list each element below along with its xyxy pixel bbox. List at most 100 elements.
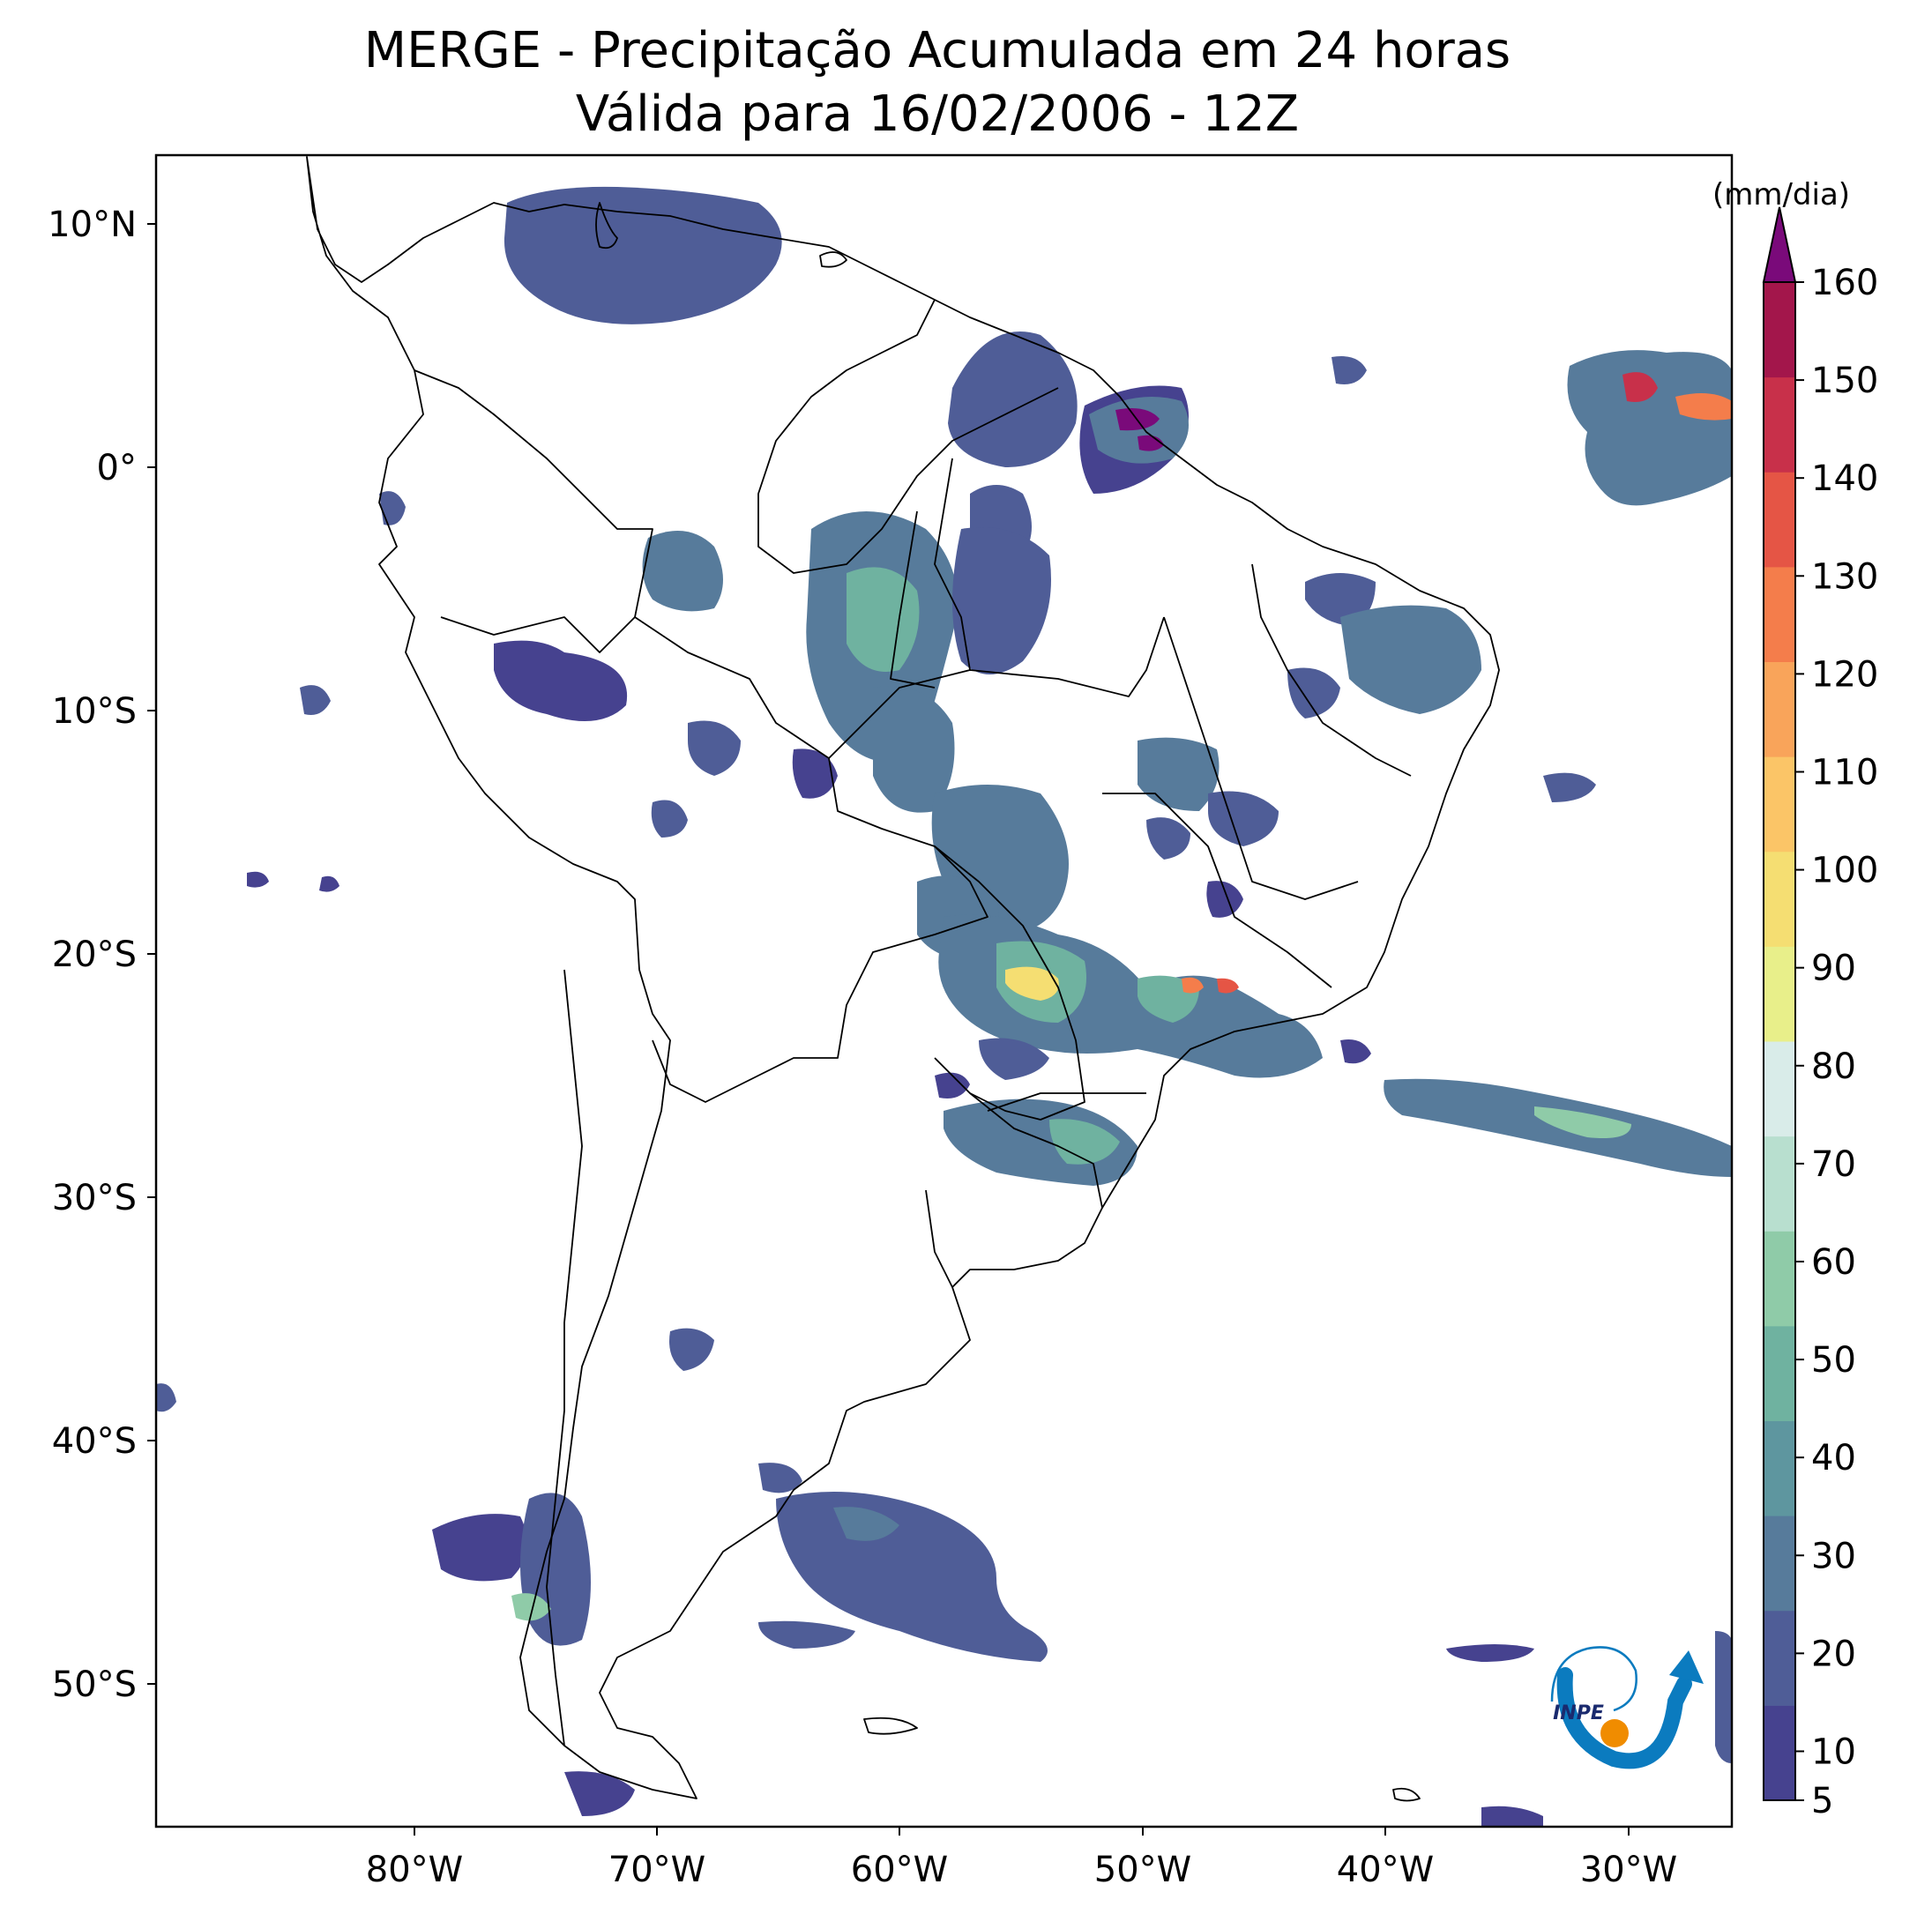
y-tick-label: 10°N <box>48 205 137 245</box>
colorbar-tick-label: 90 <box>1811 949 1856 989</box>
precip-area <box>1146 817 1190 860</box>
colorbar-tick-label: 100 <box>1811 851 1878 891</box>
colorbar-bin <box>1764 1420 1795 1516</box>
country-border <box>925 1189 953 1288</box>
precip-area <box>669 1328 714 1371</box>
y-tick-label: 50°S <box>52 1665 137 1705</box>
map-frame <box>154 153 1734 1828</box>
colorbar-bin <box>1764 1041 1795 1137</box>
coastline-island <box>863 1717 918 1735</box>
y-tick-label: 10°S <box>52 691 137 732</box>
colorbar-bin <box>1764 756 1795 853</box>
precip-area <box>1715 1631 1732 1763</box>
precip-area <box>952 527 1051 674</box>
state-border <box>1163 616 1359 900</box>
precipitation-layer <box>156 186 1732 1827</box>
precip-area <box>520 1493 591 1646</box>
precip-area <box>156 1383 176 1412</box>
precip-area <box>758 1463 802 1493</box>
coastline-island <box>595 202 618 249</box>
colorbar-tick-label: 70 <box>1811 1144 1856 1185</box>
y-axis: 10°N 0° 10°S 20°S 30°S 40°S 50°S <box>48 205 156 1705</box>
logo-orbit <box>1550 1646 1637 1712</box>
y-tick-label: 0° <box>97 448 137 488</box>
colorbar-tick-label: 40 <box>1811 1438 1856 1478</box>
inpe-logo: INPE <box>1550 1646 1704 1769</box>
precip-area <box>1208 791 1279 846</box>
x-tick-label: 80°W <box>366 1850 463 1890</box>
precip-area <box>833 1507 899 1541</box>
state-border <box>934 458 971 671</box>
precip-area <box>1182 977 1204 994</box>
country-border <box>546 969 583 1746</box>
precip-area <box>1567 350 1732 506</box>
state-border <box>987 1092 1146 1112</box>
title-line-1: MERGE - Precipitação Acumulada em 24 hor… <box>364 22 1511 79</box>
colorbar-bin <box>1764 1231 1795 1327</box>
precip-area <box>642 531 723 612</box>
title-line-2: Válida para 16/02/2006 - 12Z <box>576 86 1299 143</box>
boundaries-layer <box>306 156 1500 1802</box>
precip-area <box>935 1072 970 1099</box>
precip-area <box>1287 667 1340 719</box>
precip-area <box>319 875 339 892</box>
precip-area <box>1675 393 1732 421</box>
precip-area <box>1049 1119 1120 1165</box>
coastline-island <box>819 251 847 268</box>
precip-area <box>1340 605 1481 714</box>
country-border <box>414 369 653 653</box>
country-border <box>757 299 1059 574</box>
colorbar-tick-label: 160 <box>1811 263 1878 303</box>
precip-area <box>432 1514 527 1582</box>
precip-area <box>688 720 741 776</box>
precip-area <box>564 1771 635 1816</box>
precip-area <box>504 186 782 324</box>
precip-area <box>300 685 331 715</box>
colorbar-tick-label: 130 <box>1811 556 1878 597</box>
precip-area <box>1446 1644 1534 1662</box>
precip-area <box>979 1038 1049 1080</box>
precip-area <box>379 491 406 525</box>
colorbar-bin <box>1764 282 1795 378</box>
colorbar-frame <box>1763 281 1796 1801</box>
precip-area <box>1534 1106 1631 1138</box>
colorbar-bin <box>1764 946 1795 1042</box>
country-border <box>828 616 1165 759</box>
logo-arrow-icon <box>1669 1650 1704 1684</box>
logo-text: INPE <box>1553 1702 1604 1724</box>
state-border <box>1251 563 1412 777</box>
colorbar-bin <box>1764 472 1795 568</box>
country-border <box>634 616 988 1103</box>
y-tick-label: 20°S <box>52 935 137 975</box>
precip-area <box>511 1593 551 1621</box>
colorbar-tick-label: 50 <box>1811 1340 1856 1381</box>
colorbar-bin <box>1764 1136 1795 1232</box>
colorbar-bin <box>1764 566 1795 662</box>
colorbar-bin <box>1764 376 1795 473</box>
colorbar-extend-max <box>1762 206 1797 283</box>
coastline-island <box>1392 1787 1421 1802</box>
precip-area <box>776 1492 1048 1662</box>
x-axis: 80°W 70°W 60°W 50°W 40°W 30°W <box>366 1827 1677 1890</box>
colorbar-tick-label: 80 <box>1811 1046 1856 1087</box>
x-tick-label: 60°W <box>851 1850 948 1890</box>
colorbar-bin <box>1764 661 1795 757</box>
precip-area <box>847 567 920 672</box>
precip-area <box>1622 372 1658 402</box>
colorbar-tick-label: 60 <box>1811 1242 1856 1283</box>
precip-area <box>873 686 955 813</box>
colorbar-bin <box>1764 1705 1795 1801</box>
precip-area <box>1340 1039 1371 1064</box>
precip-area <box>1206 881 1243 918</box>
y-tick-label: 30°S <box>52 1178 137 1218</box>
colorbar-bin <box>1764 851 1795 947</box>
colorbar-unit: (mm/dia) <box>1712 177 1850 212</box>
coastline-south-america <box>306 156 1500 1799</box>
x-tick-label: 50°W <box>1094 1850 1191 1890</box>
colorbar-tick-label: 5 <box>1811 1781 1833 1821</box>
colorbar-tick-label: 120 <box>1811 654 1878 695</box>
state-border <box>1102 793 1332 988</box>
country-border <box>934 845 1085 1121</box>
precip-area <box>1005 966 1059 1001</box>
